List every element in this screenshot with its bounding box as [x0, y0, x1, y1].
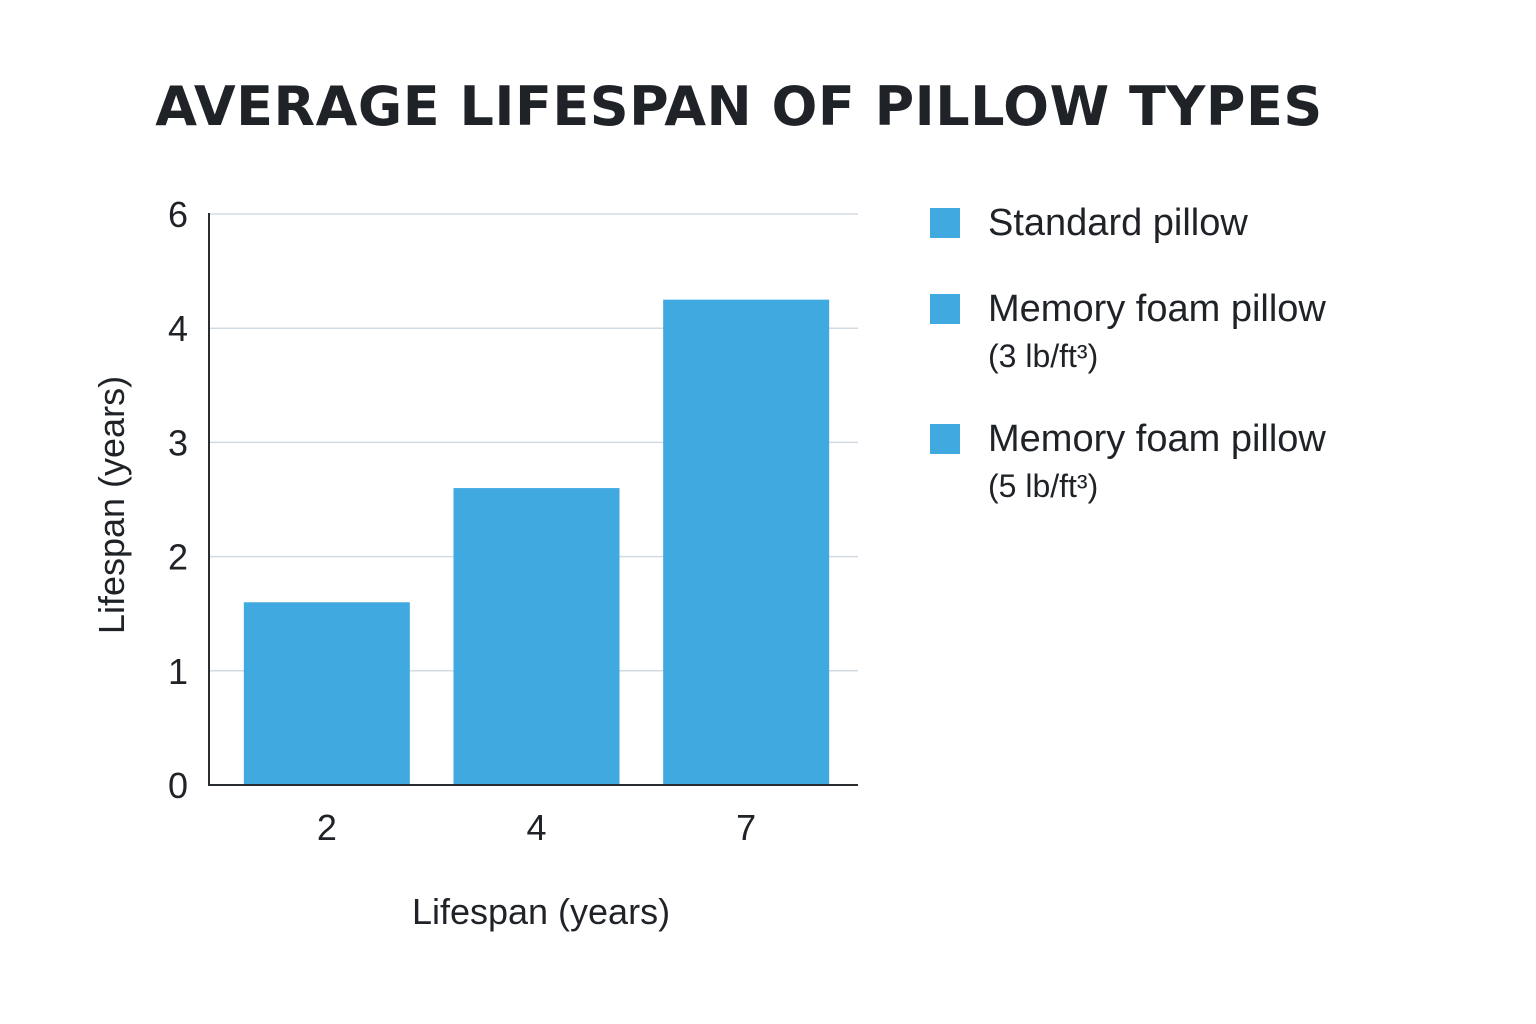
y-tick-label: 2: [168, 537, 188, 578]
legend-item: Memory foam pillow (5 lb/ft³): [930, 414, 1450, 508]
y-tick-labels: 0 1 2 3 4 6: [168, 194, 188, 806]
legend-label: Memory foam pillow (3 lb/ft³): [988, 284, 1326, 378]
y-axis-label: Lifespan (years): [91, 376, 132, 634]
bars: [243, 299, 830, 785]
legend-item: Memory foam pillow (3 lb/ft³): [930, 284, 1450, 378]
legend-label: Standard pillow: [988, 198, 1248, 248]
legend-swatch: [930, 424, 960, 454]
x-tick-label: 7: [736, 807, 756, 848]
y-tick-label: 6: [168, 194, 188, 235]
legend-label-name: Standard pillow: [988, 202, 1248, 244]
legend-label: Memory foam pillow (5 lb/ft³): [988, 414, 1326, 508]
legend-label-name: Memory foam pillow: [988, 418, 1326, 460]
y-tick-label: 4: [168, 308, 188, 349]
y-tick-label: 1: [168, 651, 188, 692]
x-tick-label: 4: [526, 807, 546, 848]
x-tick-labels: 2 4 7: [317, 807, 756, 848]
legend: Standard pillow Memory foam pillow (3 lb…: [930, 198, 1450, 544]
x-tick-label: 2: [317, 807, 337, 848]
bar: [243, 602, 410, 785]
legend-swatch: [930, 208, 960, 238]
bar: [453, 488, 620, 785]
legend-item: Standard pillow: [930, 198, 1450, 248]
legend-label-sub: (5 lb/ft³): [988, 468, 1099, 504]
x-axis-label: Lifespan (years): [412, 891, 670, 932]
legend-label-name: Memory foam pillow: [988, 288, 1326, 330]
y-tick-label: 0: [168, 765, 188, 806]
axes: [208, 213, 858, 786]
chart-title: AVERAGE LIFESPAN OF PILLOW TYPES: [155, 75, 1323, 138]
y-tick-label: 3: [168, 422, 188, 463]
bar: [663, 299, 830, 785]
legend-label-sub: (3 lb/ft³): [988, 338, 1099, 374]
legend-swatch: [930, 294, 960, 324]
